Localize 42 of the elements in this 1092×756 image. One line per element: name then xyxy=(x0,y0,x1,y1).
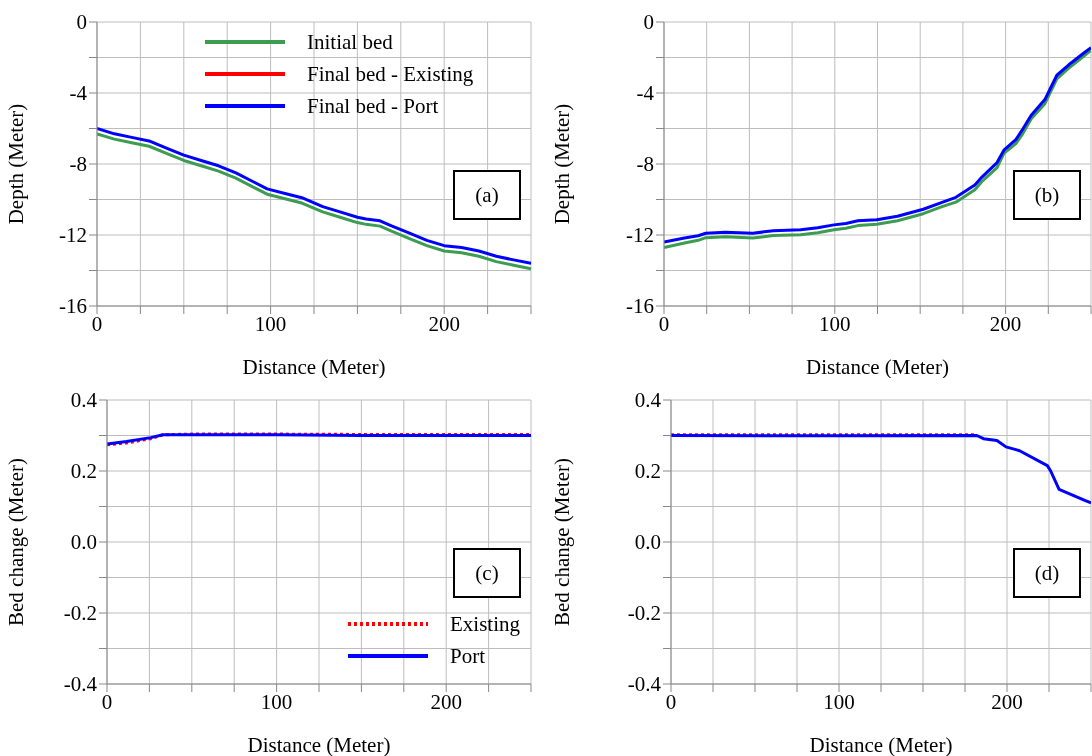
x-axis-title: Distance (Meter) xyxy=(247,733,391,756)
y-tick-label: -8 xyxy=(69,152,87,177)
y-tick-label: -12 xyxy=(626,223,654,248)
y-tick-label: 0.0 xyxy=(634,530,661,555)
x-tick-label: 200 xyxy=(989,311,1022,336)
y-tick-label: 0.2 xyxy=(70,459,97,484)
y-tick-label: 0.4 xyxy=(70,388,98,413)
y-tick-label: -0.2 xyxy=(63,601,97,626)
x-axis-title: Distance (Meter) xyxy=(809,733,953,756)
y-tick-label: -8 xyxy=(636,152,654,177)
y-axis-title: Depth (Meter) xyxy=(550,103,575,225)
x-tick-label: 100 xyxy=(260,689,293,714)
y-tick-label: -4 xyxy=(69,81,88,106)
y-tick-label: -4 xyxy=(636,81,655,106)
y-tick-label: -16 xyxy=(626,294,654,319)
y-tick-label: 0.4 xyxy=(634,388,662,413)
x-axis-title: Distance (Meter) xyxy=(242,355,386,379)
x-tick-label: 200 xyxy=(991,689,1023,714)
legend-label: Port xyxy=(449,643,485,669)
x-axis-title: Distance (Meter) xyxy=(806,355,949,379)
legend-label: Existing xyxy=(449,611,520,637)
x-tick-label: 100 xyxy=(819,311,851,336)
y-tick-label: 0 xyxy=(643,10,654,35)
x-tick-label: 200 xyxy=(428,311,460,336)
y-axis-title: Bed change (Meter) xyxy=(550,458,575,626)
x-tick-label: 200 xyxy=(430,689,462,714)
y-tick-label: -0.2 xyxy=(627,601,661,626)
line-series xyxy=(671,434,1091,505)
legend-label: Final bed - Existing xyxy=(307,61,474,87)
y-tick-label: -0.4 xyxy=(627,672,662,697)
y-axis-title: Bed change (Meter) xyxy=(4,458,29,626)
y-axis-title: Depth (Meter) xyxy=(4,103,29,225)
y-tick-label: -16 xyxy=(59,294,87,319)
x-tick-label: 100 xyxy=(254,311,287,336)
y-tick-label: -0.4 xyxy=(63,672,98,697)
y-tick-label: 0.0 xyxy=(70,530,97,555)
x-tick-label: 100 xyxy=(823,689,855,714)
legend-label: Initial bed xyxy=(307,29,393,55)
y-tick-label: -12 xyxy=(59,223,87,248)
y-tick-label: 0 xyxy=(76,10,87,35)
legend-label: Final bed - Port xyxy=(307,93,439,119)
y-tick-label: 0.2 xyxy=(634,459,661,484)
